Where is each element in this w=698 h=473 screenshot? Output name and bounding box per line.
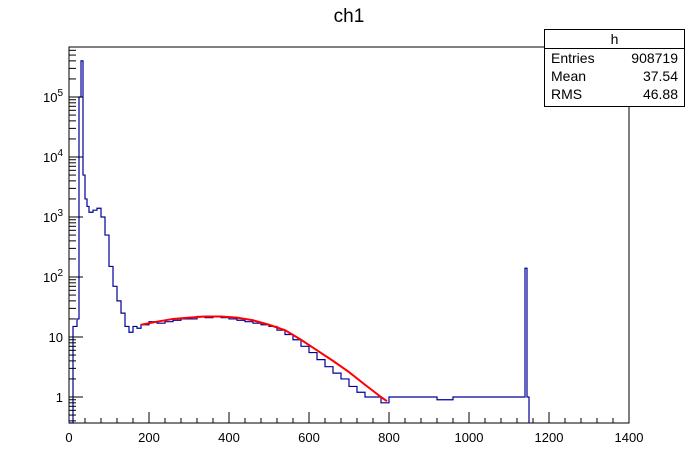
stats-row-entries: Entries 908719	[545, 49, 684, 67]
y-tick-label: 105	[43, 88, 63, 105]
stats-row-mean: Mean 37.54	[545, 67, 684, 85]
stats-label: RMS	[551, 86, 583, 102]
x-tick-label: 1400	[615, 430, 644, 445]
stats-value: 46.88	[642, 86, 678, 102]
y-tick-label: 103	[43, 208, 63, 225]
fit-line	[140, 315, 388, 403]
stats-row-rms: RMS 46.88	[545, 85, 684, 103]
histogram-line	[69, 60, 530, 424]
x-tick-label: 600	[298, 430, 320, 445]
y-tick-label: 104	[43, 148, 63, 165]
y-tick-label: 10	[49, 330, 63, 345]
chart-title: ch1	[333, 6, 365, 27]
stats-label: Entries	[551, 50, 595, 66]
x-tick-label: 0	[65, 430, 72, 445]
stats-value: 908719	[631, 50, 678, 66]
x-tick-label: 1200	[535, 430, 564, 445]
x-tick-label: 800	[378, 430, 400, 445]
stats-box-name: h	[545, 30, 684, 49]
x-tick-label: 1000	[455, 430, 484, 445]
stats-label: Mean	[551, 68, 587, 84]
y-axis: 1 10 102 103 104 105	[43, 49, 83, 422]
y-tick-label: 102	[43, 268, 63, 285]
x-tick-label: 200	[138, 430, 160, 445]
y-tick-label: 1	[56, 390, 63, 405]
x-tick-label: 400	[218, 430, 240, 445]
stats-value: 37.54	[642, 68, 678, 84]
histogram-series	[69, 60, 530, 424]
stats-box: h Entries 908719 Mean 37.54 RMS 46.88	[544, 29, 685, 107]
fit-curve-series	[140, 315, 388, 403]
x-axis: 0 200 400 600 800 1000 1200 1400	[65, 412, 643, 445]
